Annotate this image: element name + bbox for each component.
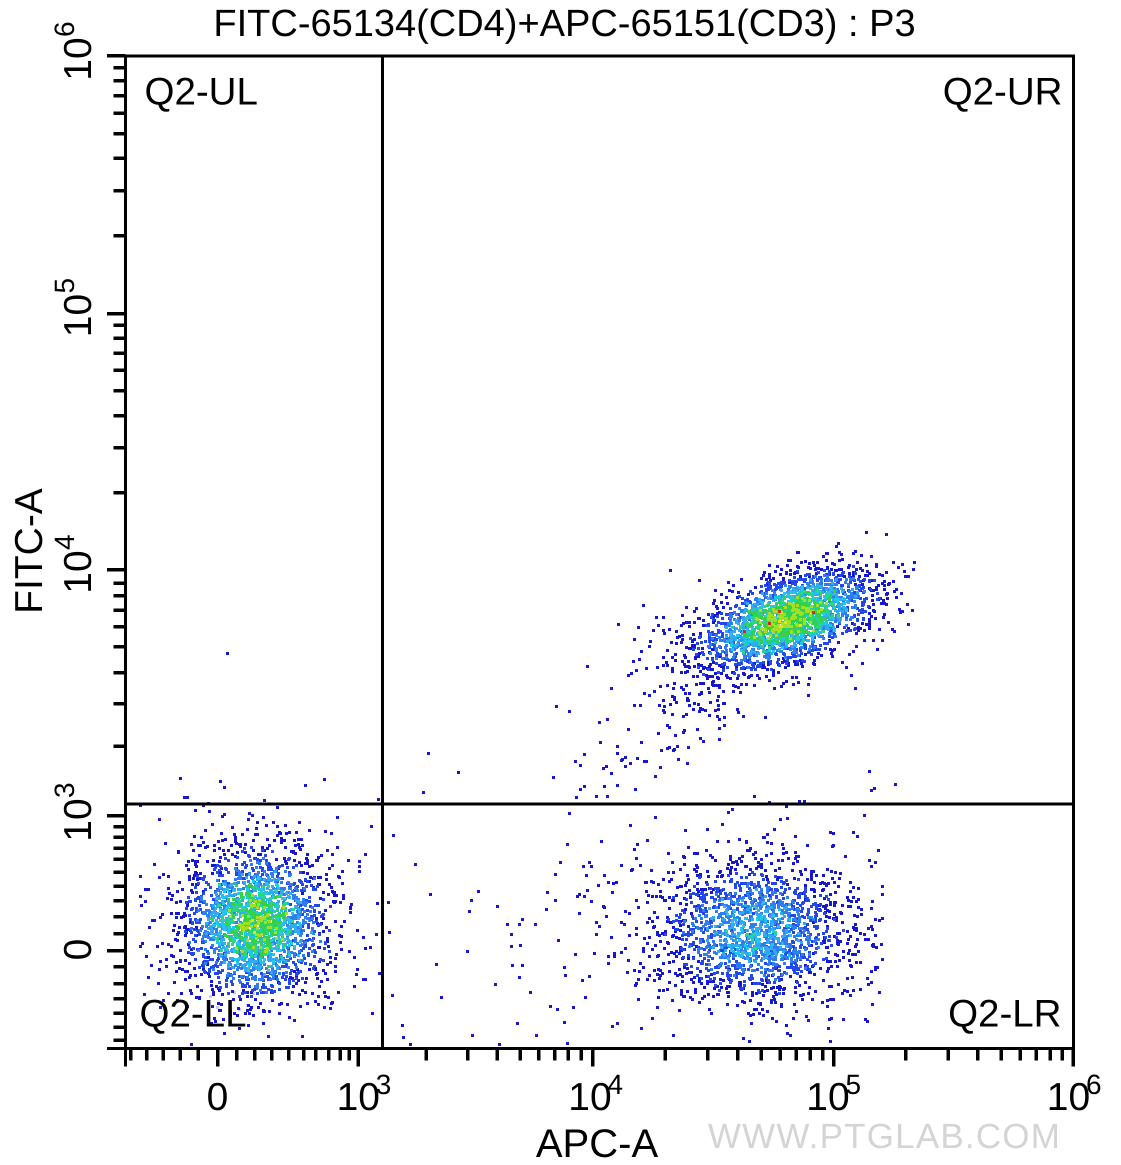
svg-text:FITC-65134(CD4)+APC-65151(CD3): FITC-65134(CD4)+APC-65151(CD3) : P3 [213, 3, 915, 45]
svg-text:0: 0 [57, 939, 100, 961]
svg-text:3: 3 [376, 1069, 392, 1100]
svg-text:4: 4 [49, 534, 80, 550]
svg-text:10: 10 [1047, 1076, 1090, 1119]
svg-text:WWW.PTGLAB.COM: WWW.PTGLAB.COM [708, 1117, 1061, 1156]
svg-text:5: 5 [846, 1069, 862, 1100]
svg-text:FITC-A: FITC-A [8, 488, 51, 614]
svg-text:Q2-LR: Q2-LR [948, 992, 1061, 1035]
svg-text:Q2-UR: Q2-UR [943, 70, 1063, 113]
svg-text:Q2-UL: Q2-UL [145, 70, 258, 113]
svg-text:4: 4 [608, 1069, 624, 1100]
svg-text:10: 10 [57, 798, 100, 841]
svg-text:10: 10 [57, 550, 100, 593]
svg-text:10: 10 [57, 294, 100, 337]
svg-text:6: 6 [49, 21, 80, 37]
svg-text:0: 0 [207, 1076, 229, 1119]
svg-text:10: 10 [568, 1076, 611, 1119]
svg-text:APC-A: APC-A [536, 1122, 659, 1165]
svg-text:WWW.PTGLAB.COM: WWW.PTGLAB.COM [707, 1116, 1060, 1155]
svg-text:3: 3 [49, 782, 80, 798]
svg-text:Q2-LL: Q2-LL [140, 992, 247, 1035]
svg-text:10: 10 [57, 37, 100, 80]
svg-text:10: 10 [337, 1076, 380, 1119]
svg-text:5: 5 [49, 278, 80, 294]
svg-text:6: 6 [1086, 1069, 1102, 1100]
svg-text:10: 10 [806, 1076, 849, 1119]
